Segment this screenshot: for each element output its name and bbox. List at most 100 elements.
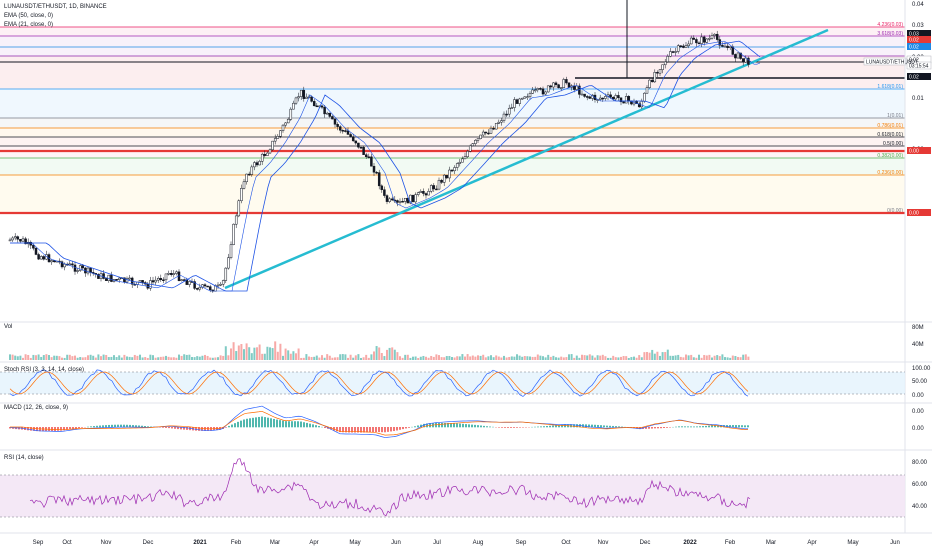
volume-bar: [326, 354, 329, 360]
macd-histogram-bar: [159, 427, 161, 428]
ema50-legend[interactable]: EMA (50, close, 0): [4, 13, 54, 19]
volume-bar: [185, 354, 188, 360]
volume-bar: [32, 354, 35, 360]
volume-bar: [713, 355, 716, 360]
volume-bar: [240, 344, 243, 360]
volume-bar: [232, 342, 235, 360]
candle: [689, 37, 693, 45]
candle: [37, 254, 40, 260]
volume-bar: [739, 357, 742, 360]
volume-bar: [357, 354, 360, 360]
candle: [229, 244, 233, 258]
macd-line: [9, 405, 749, 438]
macd-histogram-bar: [576, 424, 578, 428]
candle: [598, 97, 602, 100]
candle: [232, 223, 235, 245]
rsi-panel-title[interactable]: RSI (14, close): [4, 455, 44, 461]
candle: [110, 274, 113, 282]
volume-bar: [721, 354, 724, 360]
candle: [658, 69, 662, 74]
candle: [240, 188, 243, 202]
macd-histogram-bar: [288, 421, 290, 428]
candle: [432, 185, 436, 190]
volume-bar: [274, 341, 277, 360]
symbol-title[interactable]: LUNAUSDT/ETHUSDT, 1D, BINANCE: [4, 4, 107, 10]
volume-bar: [183, 354, 186, 360]
macd-histogram-bar: [234, 423, 236, 428]
price-tag: [907, 73, 931, 80]
macd-panel-title[interactable]: MACD (12, 26, close, 9): [4, 405, 69, 411]
candle: [718, 39, 722, 46]
volume-bar: [591, 355, 594, 360]
candle: [604, 96, 607, 99]
price-tag-label: 0.02: [909, 58, 919, 64]
macd-histogram-bar: [621, 426, 623, 428]
macd-histogram-bar: [204, 427, 206, 431]
volume-bar: [570, 354, 573, 360]
macd-histogram-bar: [714, 425, 716, 428]
macd-histogram-bar: [174, 427, 176, 429]
candle: [52, 260, 56, 263]
volume-bar: [458, 356, 461, 360]
volume-bar: [227, 355, 230, 360]
price-tag-label: 0.02: [909, 38, 919, 44]
macd-histogram-bar: [543, 426, 545, 428]
rsi-tick: 40.00: [912, 504, 928, 510]
volume-bar: [365, 354, 368, 360]
macd-histogram-bar: [537, 426, 539, 428]
candle: [406, 197, 410, 204]
volume-bar: [523, 356, 526, 360]
volume-bar: [71, 356, 74, 360]
volume-bar: [425, 356, 427, 360]
macd-histogram-bar: [747, 425, 749, 428]
candle: [13, 236, 17, 239]
candle: [206, 285, 209, 288]
volume-bar: [521, 356, 524, 360]
volume-bar: [393, 349, 396, 360]
candle: [588, 96, 592, 99]
candle: [702, 36, 706, 43]
volume-bar: [513, 356, 516, 360]
macd-histogram-bar: [735, 425, 737, 428]
volume-bar: [331, 357, 334, 360]
macd-histogram-bar: [351, 427, 353, 433]
macd-histogram-bar: [744, 425, 746, 428]
volume-bar: [297, 348, 300, 360]
volume-bar: [479, 355, 482, 360]
volume-bar: [692, 357, 695, 360]
time-tick: Mar: [270, 540, 280, 546]
macd-histogram-bar: [396, 427, 398, 431]
volume-bar: [568, 354, 570, 360]
candle: [19, 239, 22, 242]
candle: [513, 99, 516, 108]
volume-bar: [352, 357, 355, 360]
macd-histogram-bar: [606, 425, 608, 428]
symbol-tag: [863, 57, 907, 66]
ema21-legend[interactable]: EMA (21, close, 0): [4, 22, 54, 28]
volume-bar: [588, 354, 591, 360]
candle: [409, 194, 412, 204]
volume-bar: [651, 349, 654, 360]
candle: [260, 153, 264, 162]
candle: [427, 191, 430, 196]
macd-histogram-bar: [420, 424, 422, 428]
volume-bar: [170, 357, 173, 360]
macd-histogram-bar: [615, 426, 617, 428]
volume-bar: [482, 354, 485, 360]
candle: [479, 134, 482, 139]
volume-bar: [139, 354, 141, 360]
macd-histogram-bar: [255, 417, 257, 428]
volume-bar: [373, 351, 375, 360]
macd-tick: 0.00: [912, 409, 924, 415]
candle: [505, 113, 508, 116]
candle: [492, 127, 495, 130]
macd-histogram-bar: [603, 425, 605, 428]
candle: [292, 102, 295, 110]
macd-histogram-bar: [366, 427, 368, 433]
candle: [8, 239, 12, 242]
macd-histogram-bar: [684, 426, 686, 428]
volume-panel-title[interactable]: Vol: [4, 324, 13, 330]
stoch-rsi-panel-title[interactable]: Stoch RSI (3, 3, 14, 14, close): [4, 367, 85, 373]
candle: [289, 108, 293, 120]
